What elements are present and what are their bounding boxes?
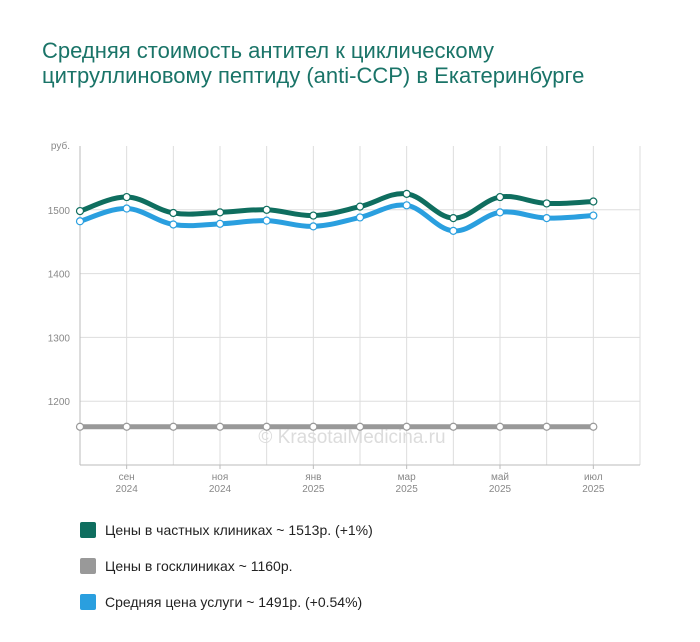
y-tick-label: 1400 xyxy=(48,270,71,281)
data-point[interactable] xyxy=(495,208,505,217)
y-tick-label: 1300 xyxy=(48,333,71,344)
data-point[interactable] xyxy=(355,213,365,222)
series-line xyxy=(77,202,596,234)
data-point[interactable] xyxy=(542,199,551,208)
data-point[interactable] xyxy=(262,205,271,214)
legend-item[interactable]: Средняя цена услуги ~ 1491р. (+0.54%) xyxy=(80,584,373,620)
legend-label: Цены в частных клиниках ~ 1513р. (+1%) xyxy=(105,522,373,538)
data-point[interactable] xyxy=(75,422,85,431)
legend: Цены в частных клиниках ~ 1513р. (+1%) Це… xyxy=(80,512,373,620)
y-tick-label: 1500 xyxy=(48,206,71,217)
data-point[interactable] xyxy=(449,422,458,431)
data-point[interactable] xyxy=(122,192,131,202)
data-point[interactable] xyxy=(449,213,458,223)
legend-swatch xyxy=(80,558,96,574)
x-tick-label: май xyxy=(491,472,509,483)
x-tick-year: 2025 xyxy=(302,484,325,495)
legend-swatch xyxy=(80,522,96,538)
y-tick-label: 1200 xyxy=(48,397,71,408)
watermark: © KrasotaiMedicina.ru xyxy=(258,427,445,448)
x-tick-year: 2024 xyxy=(209,484,232,495)
data-point[interactable] xyxy=(589,197,598,206)
data-point[interactable] xyxy=(169,208,178,218)
data-point[interactable] xyxy=(495,192,505,202)
chart-title: Средняя стоимость антител к циклическому… xyxy=(42,38,585,88)
data-point[interactable] xyxy=(75,206,85,216)
x-tick-label: янв xyxy=(305,472,321,483)
data-point[interactable] xyxy=(309,211,318,220)
data-point[interactable] xyxy=(495,422,505,431)
x-tick-year: 2025 xyxy=(489,484,512,495)
data-point[interactable] xyxy=(589,422,598,431)
data-point[interactable] xyxy=(542,422,551,431)
grid xyxy=(79,146,641,465)
data-point[interactable] xyxy=(215,219,225,228)
data-point[interactable] xyxy=(169,220,178,229)
x-tick-label: мар xyxy=(398,472,416,483)
x-tick-label: июл xyxy=(584,472,603,483)
data-point[interactable] xyxy=(309,222,318,231)
x-tick-label: сен xyxy=(119,472,135,483)
data-point[interactable] xyxy=(309,422,318,431)
legend-label: Цены в госклиниках ~ 1160р. xyxy=(105,558,293,574)
legend-item[interactable]: Цены в госклиниках ~ 1160р. xyxy=(80,548,373,584)
data-point[interactable] xyxy=(355,422,365,431)
data-point[interactable] xyxy=(589,211,598,220)
data-point[interactable] xyxy=(355,202,365,211)
data-point[interactable] xyxy=(122,204,131,213)
data-point[interactable] xyxy=(122,422,131,431)
data-point[interactable] xyxy=(75,217,85,226)
legend-swatch xyxy=(80,594,96,610)
data-point[interactable] xyxy=(262,422,271,431)
data-point[interactable] xyxy=(542,213,551,223)
legend-item[interactable]: Цены в частных клиниках ~ 1513р. (+1%) xyxy=(80,512,373,548)
x-tick-year: 2024 xyxy=(116,484,139,495)
data-point[interactable] xyxy=(402,189,411,198)
series-layer xyxy=(75,189,598,431)
data-point[interactable] xyxy=(215,422,225,431)
x-tick-label: ноя xyxy=(212,472,229,483)
axes: 1200130014001500руб.сен2024ноя2024янв202… xyxy=(48,140,640,495)
x-tick-year: 2025 xyxy=(396,484,419,495)
series-line xyxy=(77,191,596,221)
data-point[interactable] xyxy=(449,226,458,235)
data-point[interactable] xyxy=(402,422,411,431)
data-point[interactable] xyxy=(169,422,178,431)
legend-label: Средняя цена услуги ~ 1491р. (+0.54%) xyxy=(105,594,363,610)
x-tick-year: 2025 xyxy=(582,484,605,495)
y-unit-label: руб. xyxy=(51,140,70,152)
data-point[interactable] xyxy=(402,201,411,210)
data-point[interactable] xyxy=(215,208,225,217)
data-point[interactable] xyxy=(262,216,271,225)
